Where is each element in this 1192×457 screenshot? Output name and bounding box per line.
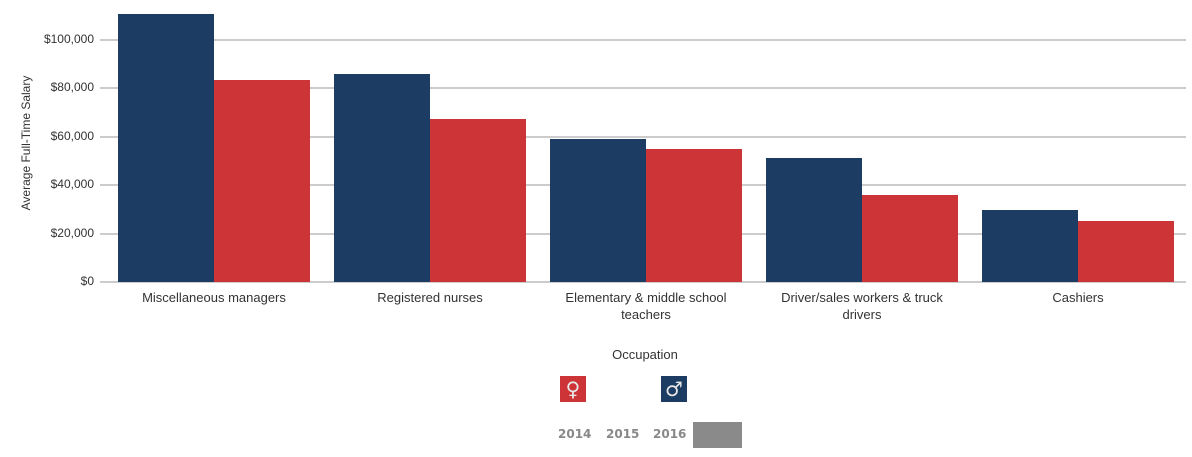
bar-female[interactable] [862,194,958,282]
gridline [100,39,1186,41]
y-tick-label: $60,000 [50,128,94,143]
bar-male[interactable] [550,138,646,282]
gridline [100,135,1186,138]
y-tick-label: $100,000 [43,32,94,46]
year-2016[interactable]: 2016 [653,427,687,441]
bar-female[interactable] [1078,221,1174,282]
bar-male[interactable] [334,73,430,282]
bar-female[interactable] [646,148,742,282]
female-symbol-icon[interactable]: ♀ [560,376,586,402]
x-tick-label: Driver/sales workers & truck drivers [781,290,943,322]
y-tick-label: $0 [80,274,94,288]
bar-female[interactable] [430,118,526,282]
x-tick-label: Miscellaneous managers [142,290,286,305]
year-2015[interactable]: 2015 [606,427,640,441]
bar-male[interactable] [766,158,862,282]
y-tick-label: $40,000 [50,177,94,192]
male-symbol-icon[interactable]: ♂ [661,376,687,402]
y-tick-label: $80,000 [50,80,94,95]
bar-male[interactable] [982,209,1078,282]
gridline [100,281,1186,283]
year-2014[interactable]: 2014 [558,427,592,441]
x-tick-label: Cashiers [1052,290,1104,305]
bar-male[interactable] [118,14,214,282]
bar-female[interactable] [214,79,310,282]
x-tick-label: Registered nurses [377,290,483,305]
legend-title: Occupation [612,347,678,362]
gridline [100,87,1186,90]
y-tick-label: $20,000 [50,225,94,240]
x-tick-label: Elementary & middle school teachers [565,290,727,322]
year-slider-handle[interactable] [693,422,742,448]
